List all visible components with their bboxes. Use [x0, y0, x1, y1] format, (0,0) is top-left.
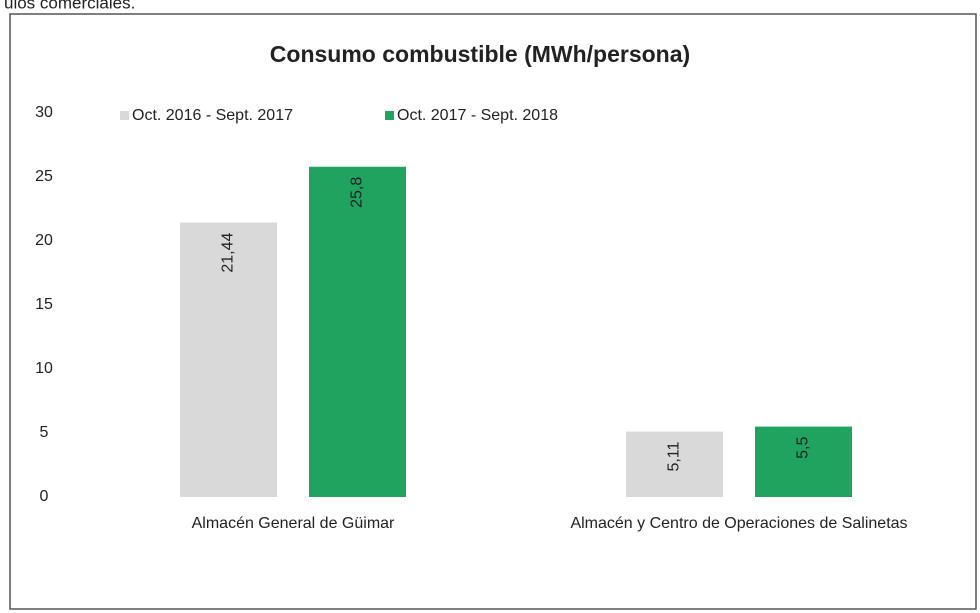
y-tick-label: 15 [35, 296, 53, 313]
legend-label: Oct. 2016 - Sept. 2017 [132, 107, 293, 124]
y-tick-label: 0 [40, 488, 49, 505]
legend-swatch [385, 111, 394, 120]
bar [309, 166, 406, 497]
legend-label: Oct. 2017 - Sept. 2018 [397, 107, 558, 124]
chart-frame [9, 13, 977, 610]
y-tick-label: 25 [35, 168, 53, 185]
legend-swatch [120, 111, 129, 120]
page-text: ulos comerciales. [4, 0, 135, 12]
value-label: 5,5 [795, 437, 812, 459]
value-label: 25,8 [349, 177, 366, 208]
x-tick-label: Almacén y Centro de Operaciones de Salin… [570, 515, 907, 532]
y-tick-label: 20 [35, 232, 53, 249]
y-tick-label: 10 [35, 360, 53, 377]
value-label: 5,11 [666, 441, 683, 471]
bar [755, 426, 852, 497]
y-tick-label: 5 [40, 424, 49, 441]
bar [180, 222, 277, 497]
value-label: 21,44 [220, 232, 237, 272]
y-tick-label: 30 [35, 104, 53, 121]
x-tick-label: Almacén General de Güimar [192, 515, 395, 532]
bar [626, 431, 723, 497]
chart-title: Consumo combustible (MWh/persona) [270, 41, 690, 67]
